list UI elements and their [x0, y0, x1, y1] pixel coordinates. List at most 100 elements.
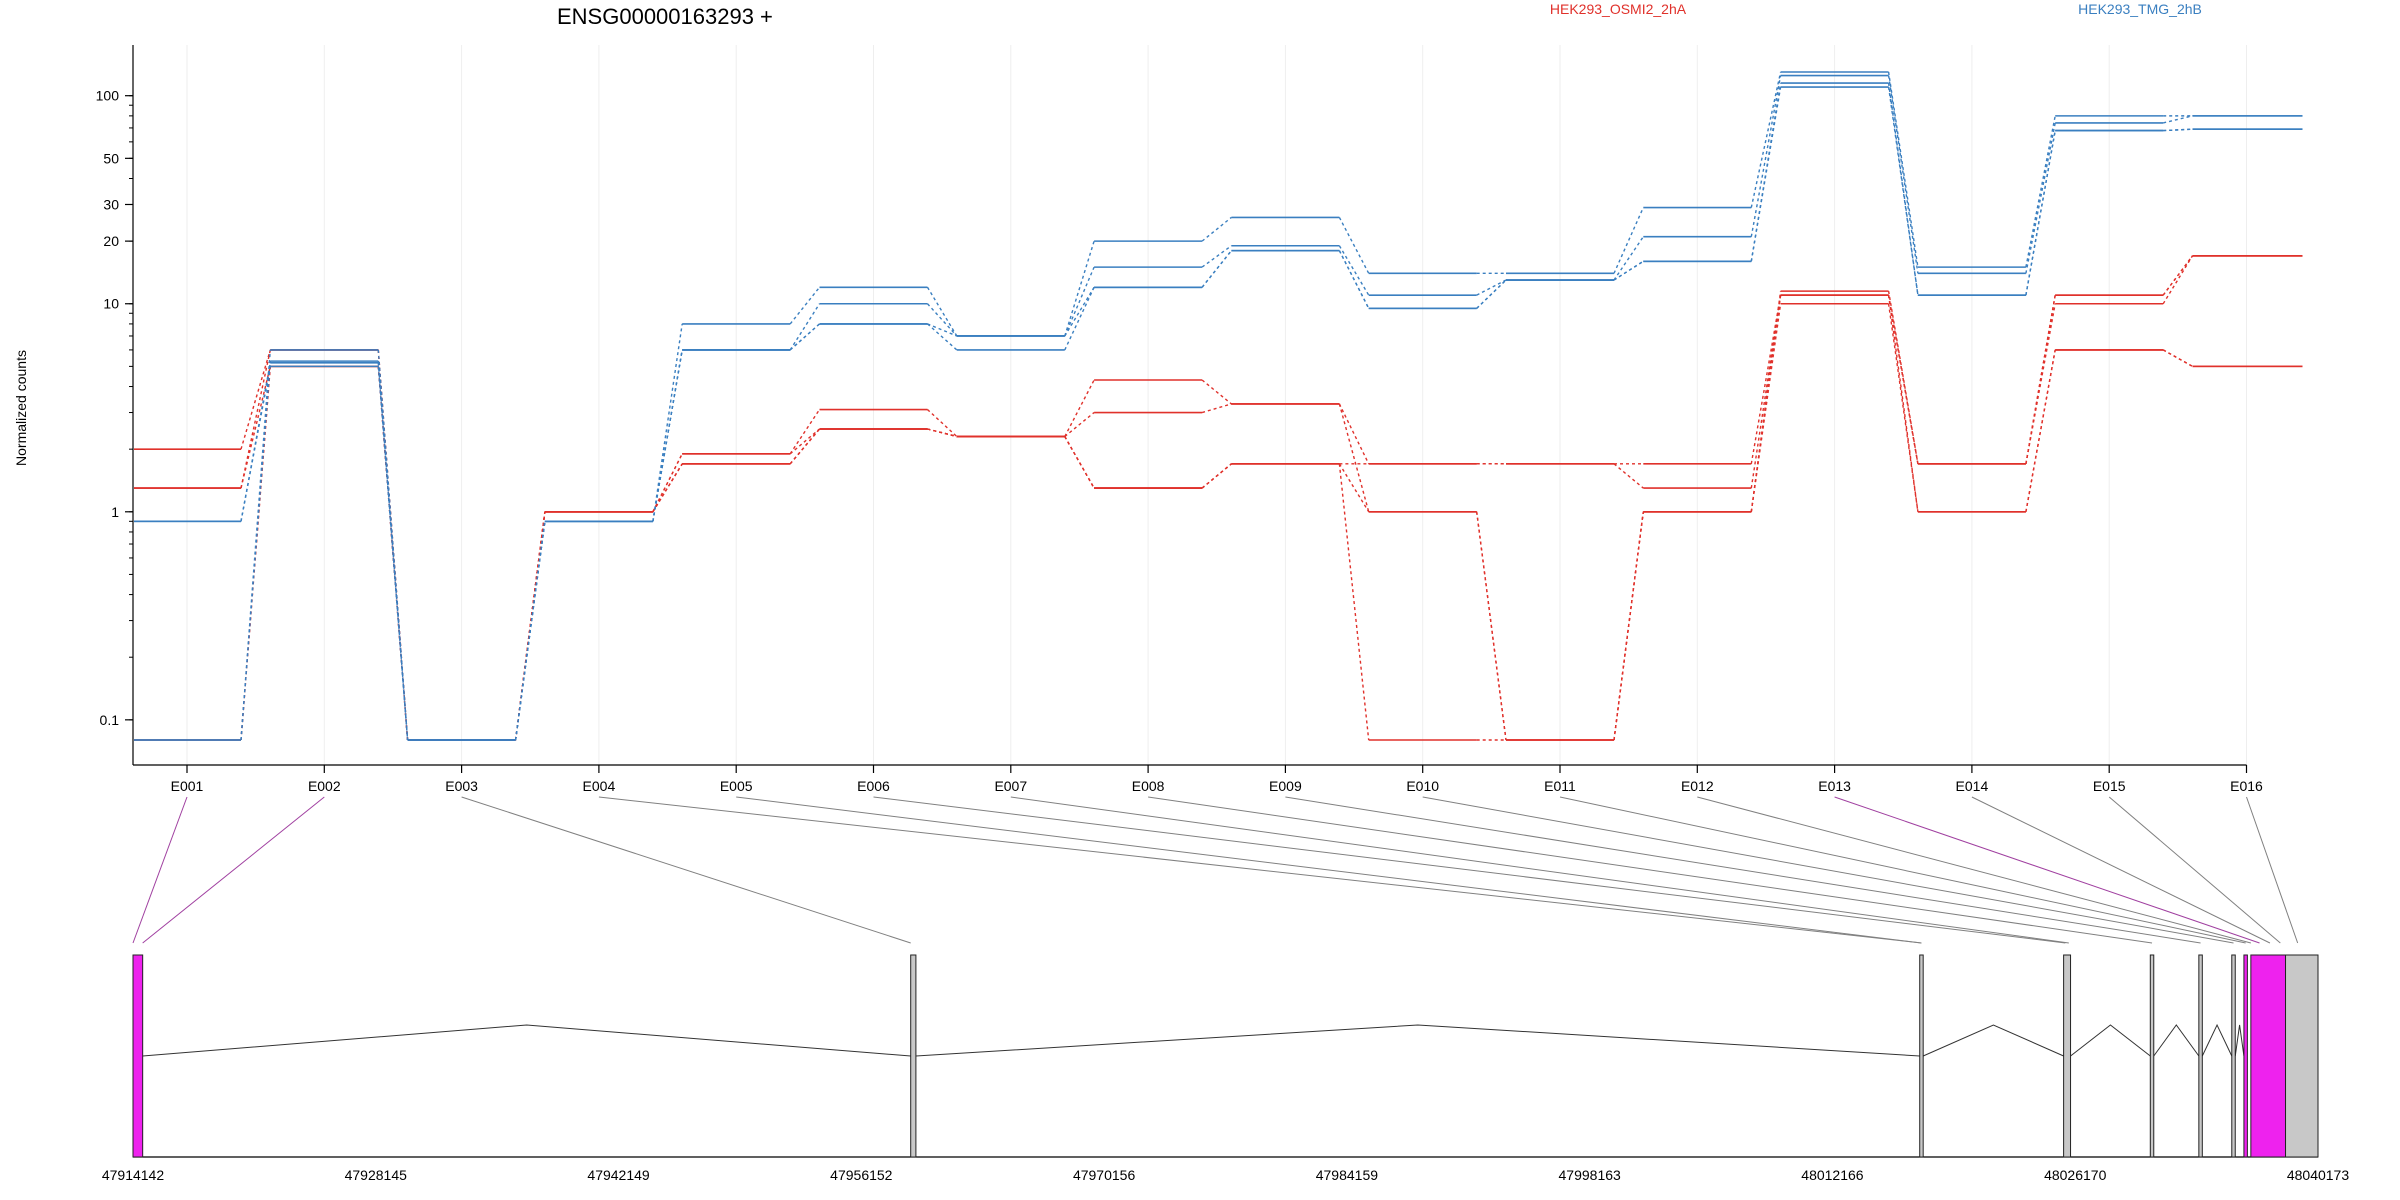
x-tick-label: E006	[857, 778, 890, 794]
series-transition	[1064, 266, 1095, 337]
series-line	[134, 86, 2303, 741]
exon-link-line	[1834, 796, 2260, 944]
series-transition	[240, 361, 271, 741]
series-transition	[1064, 411, 1095, 438]
series-transition	[240, 366, 271, 522]
series-transition	[1201, 463, 1232, 489]
series-transition	[1750, 303, 1782, 512]
x-tick-label: E008	[1132, 778, 1165, 794]
series-transition	[652, 463, 683, 513]
series-transition	[2162, 349, 2193, 367]
series-transition	[927, 323, 958, 337]
series-transition	[1750, 82, 1782, 262]
series-transition	[926, 303, 958, 337]
exon-link-line	[1285, 796, 2201, 944]
series-transition	[2025, 130, 2056, 296]
series-transition	[789, 286, 821, 325]
series-transition	[2025, 295, 2056, 464]
intron-line	[1922, 1024, 2064, 1057]
y-tick-label: 0.1	[100, 712, 120, 728]
series-transition	[1064, 436, 1095, 489]
chart-title: ENSG00000163293 +	[557, 4, 773, 29]
series-transition	[789, 303, 821, 351]
series-transition	[1201, 245, 1232, 268]
coordinate-tick-label: 47956152	[830, 1167, 893, 1183]
y-tick-label: 10	[103, 296, 119, 312]
series-transition	[1887, 75, 1919, 274]
series-transition	[2163, 115, 2193, 124]
series-transition	[789, 428, 820, 455]
exon-link-line	[2108, 796, 2281, 944]
x-tick-label: E005	[720, 778, 753, 794]
exon-block	[132, 954, 144, 1158]
series-transition	[2025, 115, 2056, 268]
series-transition	[1887, 86, 1919, 296]
series-transition	[2025, 303, 2056, 464]
coordinate-tick-label: 47942149	[587, 1167, 650, 1183]
series-transition	[1887, 82, 1919, 296]
series-line	[134, 302, 2303, 741]
series-line	[134, 71, 2303, 741]
coordinate-tick-label: 47984159	[1316, 1167, 1379, 1183]
series-transition	[1613, 463, 1644, 489]
exon-block	[2285, 954, 2319, 1158]
intron-line	[2153, 1024, 2200, 1057]
exon-link-line	[1148, 796, 2153, 944]
series-line	[134, 82, 2303, 741]
intron-line	[915, 1024, 1920, 1057]
series-line	[134, 74, 2303, 741]
series-transition	[1750, 75, 1782, 237]
exon-block	[2231, 954, 2236, 1158]
exon-block	[2063, 954, 2072, 1158]
series-transition	[2162, 349, 2193, 367]
exon-link-line	[142, 796, 325, 944]
intron-line	[142, 1024, 911, 1057]
series-transition	[1338, 250, 1370, 309]
series-transition	[927, 409, 958, 438]
series-transition	[240, 366, 271, 489]
coordinate-tick-label: 47998163	[1559, 1167, 1622, 1183]
series-transition	[2162, 255, 2194, 296]
series-transition	[2163, 128, 2193, 132]
legend-label-tmg: HEK293_TMG_2hB	[2078, 1, 2202, 17]
x-tick-label: E002	[308, 778, 341, 794]
series-transition	[2025, 349, 2056, 512]
series-transition	[1064, 286, 1095, 351]
series-transition	[1750, 291, 1782, 512]
series-transition	[1613, 260, 1644, 281]
x-tick-label: E007	[994, 778, 1027, 794]
x-tick-label: E012	[1681, 778, 1714, 794]
coordinate-tick-label: 48026170	[2044, 1167, 2107, 1183]
y-axis-label: Normalized counts	[13, 350, 29, 466]
series-transition	[1476, 279, 1507, 296]
coordinate-tick-label: 47928145	[345, 1167, 408, 1183]
exon-block	[1919, 954, 1924, 1158]
series-transition	[1887, 303, 1919, 512]
series-transition	[2025, 122, 2056, 274]
series-transition	[1338, 217, 1370, 274]
exon-block	[2250, 954, 2287, 1158]
y-tick-label: 30	[103, 196, 119, 212]
series-transition	[514, 521, 546, 741]
series-line	[134, 255, 2303, 741]
legend-label-osmi2: HEK293_OSMI2_2hA	[1550, 1, 1687, 17]
axes: 0.1 1 10 20 30 50 100 E001 E002 E003 E004 E005 E006 E…	[96, 45, 2263, 794]
exon-link-line	[1971, 796, 2271, 944]
series-transition	[652, 323, 683, 522]
exon-block	[2149, 954, 2155, 1158]
grid-lines	[186, 45, 2247, 765]
series-transition	[1887, 291, 1919, 464]
exon-block	[910, 954, 917, 1158]
series-transition	[652, 349, 683, 522]
coordinate-tick-label: 47970156	[1073, 1167, 1136, 1183]
series-transition	[1887, 295, 1919, 512]
series-transition	[1064, 240, 1095, 337]
series-line	[134, 294, 2303, 741]
series-transition	[789, 409, 821, 455]
exon-link-line	[461, 796, 911, 944]
series-transition	[1064, 379, 1095, 437]
series-transition	[240, 349, 271, 741]
x-tick-label: E011	[1544, 778, 1576, 794]
exon-link-line	[1697, 796, 2251, 944]
